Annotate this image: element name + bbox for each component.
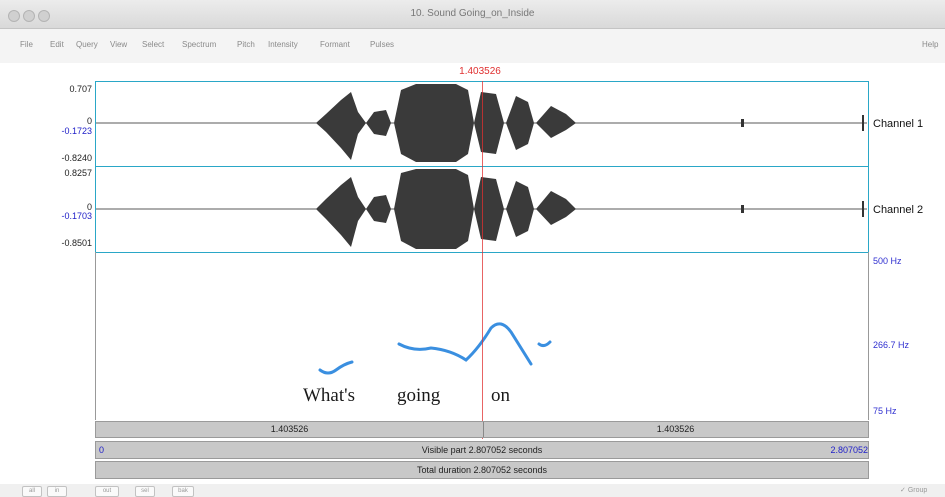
time-cursor-line[interactable] bbox=[482, 81, 483, 439]
channel2-ymax: 0.8257 bbox=[64, 168, 92, 178]
cursor-time-label: 1.403526 bbox=[459, 66, 501, 77]
window-titlebar: 10. Sound Going_on_Inside bbox=[0, 0, 945, 29]
selection-left-label: 1.403526 bbox=[270, 424, 309, 434]
menu-view[interactable]: View bbox=[110, 40, 128, 49]
zoom-all-button[interactable]: all bbox=[22, 486, 42, 497]
menu-pulses[interactable]: Pulses bbox=[370, 40, 395, 49]
pitch-panel[interactable] bbox=[95, 252, 869, 420]
selection-left-segment[interactable]: 1.403526 bbox=[96, 422, 484, 437]
channel1-ymin: -0.8240 bbox=[61, 153, 92, 163]
window-title: 10. Sound Going_on_Inside bbox=[410, 8, 535, 19]
pitch-max-label: 500 Hz bbox=[873, 256, 902, 266]
menu-help[interactable]: Help bbox=[922, 40, 939, 49]
zoom-out-button[interactable]: out bbox=[95, 486, 119, 497]
group-checkbox[interactable]: ✓ Group bbox=[900, 487, 928, 494]
group-label: Group bbox=[907, 487, 928, 494]
channel2-ymin: -0.8501 bbox=[61, 238, 92, 248]
menu-edit[interactable]: Edit bbox=[50, 40, 64, 49]
visible-part-label: Visible part 2.807052 seconds bbox=[421, 445, 543, 455]
channel2-ymid: -0.1703 bbox=[61, 211, 92, 221]
menu-formant[interactable]: Formant bbox=[320, 40, 350, 49]
pitch-mid-label: 266.7 Hz bbox=[873, 340, 910, 350]
menu-intensity[interactable]: Intensity bbox=[268, 40, 298, 49]
zoom-selection-button[interactable]: sel bbox=[135, 486, 155, 497]
pitch-min-label: 75 Hz bbox=[873, 406, 897, 416]
selection-right-label: 1.403526 bbox=[656, 424, 695, 434]
zoom-back-button[interactable]: bak bbox=[172, 486, 194, 497]
channel1-ymax: 0.707 bbox=[69, 84, 92, 94]
channel1-label: Channel 1 bbox=[873, 118, 924, 130]
word-on: on bbox=[491, 385, 510, 406]
minimize-window-button[interactable] bbox=[23, 10, 35, 22]
menu-query[interactable]: Query bbox=[76, 40, 98, 49]
zoom-in-button[interactable]: in bbox=[47, 486, 67, 497]
channel1-ymid: -0.1723 bbox=[61, 126, 92, 136]
selection-right-segment[interactable]: 1.403526 bbox=[483, 422, 868, 437]
visible-start: 0 bbox=[99, 445, 105, 455]
visible-end: 2.807052 bbox=[830, 445, 868, 455]
menu-bar: File Edit Query View Select Spectrum Pit… bbox=[0, 29, 945, 63]
close-window-button[interactable] bbox=[8, 10, 20, 22]
channel2-waveform bbox=[96, 169, 867, 249]
total-duration-label: Total duration 2.807052 seconds bbox=[416, 465, 548, 475]
channel1-yzero: 0 bbox=[86, 116, 92, 126]
menu-pitch[interactable]: Pitch bbox=[237, 40, 255, 49]
channel1-waveform bbox=[96, 84, 867, 162]
selection-bar: 1.403526 1.403526 bbox=[95, 421, 869, 438]
channel2-yzero: 0 bbox=[86, 202, 92, 212]
pitch-contour bbox=[318, 322, 552, 375]
menu-file[interactable]: File bbox=[20, 40, 33, 49]
channel2-label: Channel 2 bbox=[873, 204, 924, 216]
zoom-window-button[interactable] bbox=[38, 10, 50, 22]
menu-select[interactable]: Select bbox=[142, 40, 165, 49]
word-whats: What's bbox=[303, 385, 355, 406]
visible-part-bar[interactable]: 0 Visible part 2.807052 seconds 2.807052 bbox=[95, 441, 869, 459]
bottom-toolbar bbox=[0, 484, 945, 497]
word-going: going bbox=[397, 385, 441, 406]
total-duration-bar[interactable]: Total duration 2.807052 seconds bbox=[95, 461, 869, 479]
menu-spectrum[interactable]: Spectrum bbox=[182, 40, 217, 49]
